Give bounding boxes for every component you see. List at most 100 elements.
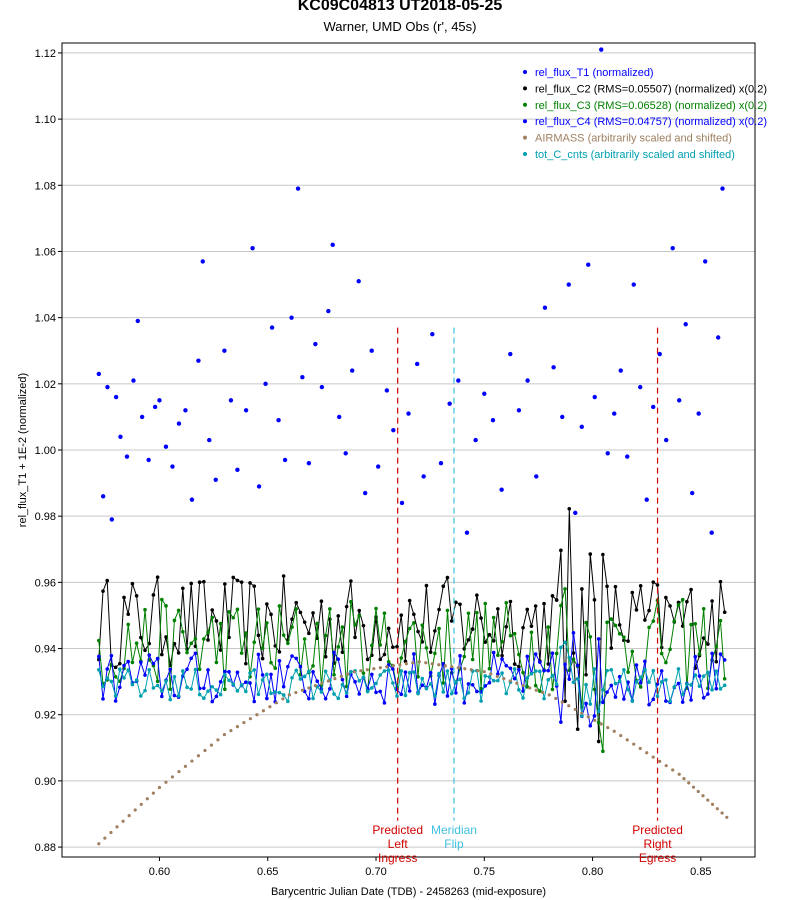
comp-c3-point bbox=[260, 646, 265, 650]
airmass-point bbox=[157, 785, 162, 790]
tot-cnts-point bbox=[714, 669, 719, 673]
tot-cnts-point bbox=[302, 674, 307, 679]
tot-cnts-point bbox=[521, 696, 525, 700]
comp-c3-point bbox=[529, 630, 534, 635]
y-axis-title: rel_flux_T1 + 1E-2 (normalized) bbox=[17, 373, 29, 527]
comp-c4-point bbox=[601, 700, 605, 705]
airmass-point bbox=[645, 751, 649, 755]
target-point bbox=[625, 454, 630, 459]
comp-c3-point bbox=[496, 653, 500, 658]
comp-c4-point bbox=[664, 699, 668, 703]
comp-c4-point bbox=[172, 693, 177, 698]
comp-c4-point bbox=[223, 669, 227, 674]
comp-c4-point bbox=[533, 652, 538, 656]
comp-c3-point bbox=[592, 687, 597, 692]
airmass-point bbox=[248, 717, 253, 721]
comp-c4-point bbox=[403, 670, 408, 674]
comp-c3-point bbox=[412, 620, 416, 625]
comp-c2-point bbox=[382, 652, 387, 657]
target-point bbox=[612, 411, 617, 416]
comp-c4-point bbox=[596, 637, 601, 641]
comp-c2-point bbox=[563, 699, 567, 703]
tot-cnts-point bbox=[382, 669, 387, 673]
comp-c2-point bbox=[643, 618, 647, 622]
tot-cnts-point bbox=[244, 689, 248, 694]
tot-cnts-point bbox=[286, 699, 290, 704]
airmass-point bbox=[391, 664, 395, 668]
airmass-point bbox=[398, 663, 402, 667]
target-point bbox=[406, 411, 411, 416]
airmass-point bbox=[534, 688, 538, 692]
tot-cnts-point bbox=[273, 690, 278, 694]
comp-c4-point bbox=[470, 683, 475, 687]
comp-c2-point bbox=[596, 739, 601, 744]
comp-c4-point bbox=[323, 696, 328, 701]
target-point bbox=[200, 259, 205, 264]
comp-c4-point bbox=[344, 694, 349, 699]
target-point bbox=[447, 401, 452, 406]
comp-c3-point bbox=[349, 599, 353, 604]
comp-c3-point bbox=[353, 623, 357, 627]
legend-entry: rel_flux_C2 (RMS=0.05507) (normalized) x… bbox=[535, 83, 767, 95]
legend-marker bbox=[523, 152, 527, 156]
comp-c2-point bbox=[365, 657, 370, 662]
comp-c3-point bbox=[239, 651, 244, 655]
airmass-point bbox=[541, 690, 545, 695]
annotation-label: Ingress bbox=[378, 851, 417, 865]
airmass-point bbox=[424, 661, 428, 665]
comp-c2-point bbox=[559, 548, 563, 553]
tot-cnts-point bbox=[433, 694, 437, 698]
comp-c3-point bbox=[546, 625, 551, 629]
comp-c4-point bbox=[697, 674, 702, 678]
tot-cnts-point bbox=[298, 677, 303, 681]
comp-c2-point bbox=[269, 612, 273, 617]
comp-c3-point bbox=[491, 615, 496, 620]
tot-cnts-point bbox=[336, 696, 341, 701]
comp-c4-point bbox=[336, 657, 341, 661]
tot-cnts-point bbox=[533, 669, 538, 673]
comp-c3-point bbox=[424, 646, 429, 650]
comp-c4-point bbox=[97, 654, 101, 659]
comp-c4-point bbox=[680, 700, 685, 704]
y-tick-label: 0.94 bbox=[35, 644, 56, 656]
comp-c4-point bbox=[113, 699, 118, 703]
x-tick-label: 0.70 bbox=[365, 866, 386, 878]
comp-c2-point bbox=[176, 651, 181, 655]
comp-c3-point bbox=[277, 604, 282, 608]
comp-c3-point bbox=[311, 664, 315, 668]
comp-c4-point bbox=[525, 654, 530, 659]
comp-c3-point bbox=[630, 649, 635, 654]
airmass-point bbox=[651, 755, 655, 759]
airmass-point bbox=[307, 686, 311, 690]
tot-cnts-point bbox=[374, 681, 378, 686]
target-point bbox=[256, 484, 262, 489]
comp-c2-point bbox=[668, 604, 672, 608]
comp-c4-point bbox=[567, 677, 572, 681]
legend-marker bbox=[523, 70, 527, 74]
y-tick-label: 1.00 bbox=[35, 445, 56, 457]
comp-c4-point bbox=[139, 660, 143, 665]
target-point bbox=[152, 404, 158, 410]
tot-cnts-point bbox=[164, 679, 168, 683]
tot-cnts-point bbox=[588, 702, 593, 706]
comp-c4-point bbox=[256, 652, 261, 657]
comp-c2-point bbox=[487, 632, 492, 637]
target-point bbox=[618, 368, 623, 373]
comp-c2-point bbox=[550, 594, 555, 598]
comp-c3-point bbox=[256, 607, 261, 611]
comp-c4-point bbox=[357, 692, 362, 696]
comp-c2-point bbox=[449, 619, 454, 623]
comp-c4-point bbox=[546, 668, 551, 673]
comp-c2-point bbox=[248, 581, 252, 585]
comp-c2-point bbox=[588, 552, 593, 556]
tot-cnts-point bbox=[101, 684, 105, 689]
tot-cnts-point bbox=[592, 667, 597, 671]
comp-c2-point bbox=[575, 727, 580, 732]
tot-cnts-point bbox=[235, 689, 240, 693]
comp-c2-point bbox=[412, 612, 416, 617]
comp-c4-point bbox=[462, 701, 467, 705]
comp-c3-point bbox=[596, 720, 601, 725]
comp-c4-point bbox=[613, 695, 618, 699]
comp-c4-point bbox=[155, 656, 160, 661]
airmass-point bbox=[476, 669, 480, 673]
